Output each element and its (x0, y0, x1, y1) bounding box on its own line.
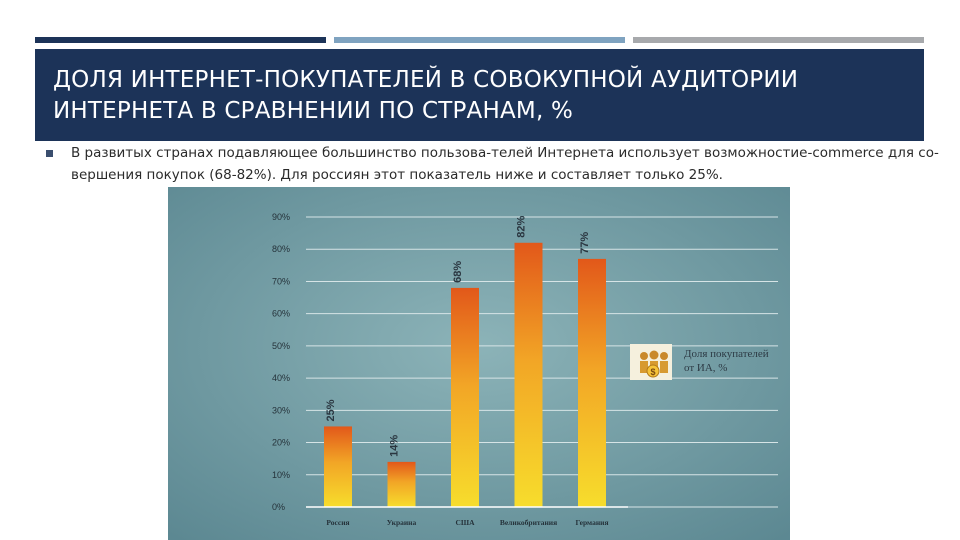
bar-3 (514, 242, 543, 507)
bar-2 (451, 287, 479, 507)
legend-label-line2: от ИА, % (684, 362, 727, 374)
accent-strip-dark (35, 37, 326, 43)
legend-label-line1: Доля покупателей (684, 348, 769, 360)
x-category-label: Россия (326, 518, 349, 527)
accent-strip-gray (633, 37, 924, 43)
data-label: 68% (452, 261, 464, 283)
shoppers-dollar-icon: $ (630, 344, 672, 380)
y-tick-label: 40% (272, 373, 290, 383)
title-band: ДОЛЯ ИНТЕРНЕТ-ПОКУПАТЕЛЕЙ В СОВОКУПНОЙ А… (35, 49, 924, 141)
y-tick-label: 10% (272, 470, 290, 480)
data-label: 82% (516, 216, 528, 238)
y-tick-label: 0% (272, 502, 285, 512)
y-tick-label: 90% (272, 212, 290, 222)
slide-body-text: В развитых странах подавляющее большинст… (71, 145, 939, 183)
data-label: 77% (579, 232, 591, 254)
chart-svg: 0% 10% 20% 30% 40% 50% 60% 70% 80% 90% 25% Россия 1… (168, 187, 790, 540)
y-tick-label: 50% (272, 341, 290, 351)
bar-chart: 0% 10% 20% 30% 40% 50% 60% 70% 80% 90% 25% Россия 1… (168, 187, 790, 540)
y-tick-label: 70% (272, 276, 290, 286)
x-category-label: Германия (575, 518, 608, 527)
svg-text:$: $ (650, 367, 655, 377)
bar-0 (324, 426, 352, 507)
y-tick-label: 80% (272, 244, 290, 254)
slide-title: ДОЛЯ ИНТЕРНЕТ-ПОКУПАТЕЛЕЙ В СОВОКУПНОЙ А… (53, 67, 799, 124)
bar-4 (578, 258, 606, 507)
bullet-icon (46, 150, 53, 157)
y-tick-label: 60% (272, 309, 290, 319)
x-category-label: Великобритания (500, 518, 557, 527)
bar-1 (387, 461, 416, 507)
y-tick-label: 30% (272, 405, 290, 415)
accent-strip-light (334, 37, 625, 43)
chart-legend: $ Доля покупателей от ИА, % (630, 344, 769, 380)
x-category-label: США (455, 518, 475, 527)
y-tick-label: 20% (272, 438, 290, 448)
data-label: 14% (389, 435, 401, 457)
data-label: 25% (325, 399, 337, 421)
x-category-label: Украина (387, 518, 417, 527)
